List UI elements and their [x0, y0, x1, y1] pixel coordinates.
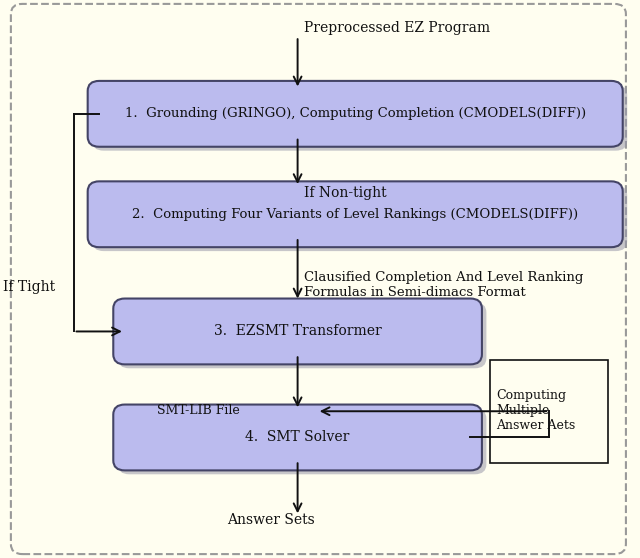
Text: Computing
Multiple
Answer Aets: Computing Multiple Answer Aets	[496, 388, 575, 432]
FancyBboxPatch shape	[490, 360, 608, 463]
Text: 1.  Grounding (GRINGO), Computing Completion (CMODELS(DIFF)): 1. Grounding (GRINGO), Computing Complet…	[125, 107, 586, 121]
Text: Clausified Completion And Level Ranking
Formulas in Semi-dimacs Format: Clausified Completion And Level Ranking …	[304, 271, 584, 299]
Text: 3.  EZSMT Transformer: 3. EZSMT Transformer	[214, 324, 381, 339]
Text: 4.  SMT Solver: 4. SMT Solver	[245, 430, 350, 445]
Text: If Tight: If Tight	[3, 280, 55, 295]
Text: Answer Sets: Answer Sets	[227, 513, 315, 527]
FancyBboxPatch shape	[88, 81, 623, 147]
Text: SMT-LIB File: SMT-LIB File	[157, 403, 239, 417]
Text: Preprocessed EZ Program: Preprocessed EZ Program	[304, 21, 490, 35]
Text: 2.  Computing Four Variants of Level Rankings (CMODELS(DIFF)): 2. Computing Four Variants of Level Rank…	[132, 208, 579, 221]
FancyBboxPatch shape	[92, 185, 627, 251]
FancyBboxPatch shape	[92, 85, 627, 151]
FancyBboxPatch shape	[11, 4, 626, 554]
FancyBboxPatch shape	[113, 299, 482, 364]
FancyBboxPatch shape	[88, 181, 623, 247]
FancyBboxPatch shape	[118, 408, 486, 474]
FancyBboxPatch shape	[118, 302, 486, 368]
FancyBboxPatch shape	[113, 405, 482, 470]
Text: If Non-tight: If Non-tight	[304, 185, 387, 200]
